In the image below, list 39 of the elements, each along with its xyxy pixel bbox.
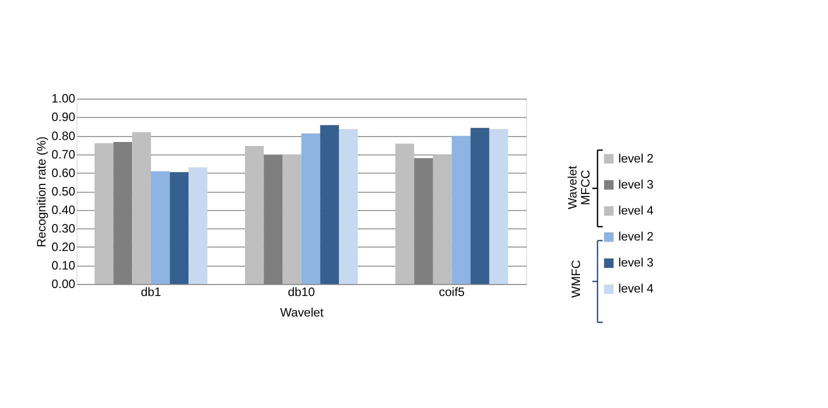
- bar: [452, 136, 471, 284]
- text: WMFC: [569, 260, 584, 298]
- y-tick-label: 0.30: [52, 221, 76, 236]
- y-tick-label: 0.80: [52, 128, 76, 143]
- y-tick-label: 0.10: [52, 258, 76, 272]
- y-tick-label: 0.60: [52, 166, 76, 180]
- bar: [188, 167, 208, 284]
- bar: [432, 154, 452, 284]
- y-tick-label: 0.00: [52, 276, 76, 291]
- legend-label: level 4: [618, 203, 654, 218]
- y-tick-label: 0.20: [52, 240, 76, 254]
- y-tick-label: 0.40: [52, 202, 76, 217]
- bar: [395, 144, 414, 284]
- legend-label: level 3: [618, 177, 654, 192]
- bar: [244, 146, 264, 284]
- legend-label: level 3: [618, 256, 654, 270]
- bar: [94, 143, 114, 284]
- x-tick-label: coif5: [438, 284, 465, 299]
- y-tick-label: 1.00: [52, 92, 76, 106]
- bar: [320, 125, 339, 284]
- bar: [338, 128, 358, 284]
- x-axis-title: Wavelet: [280, 306, 324, 320]
- legend-label: level 2: [618, 230, 654, 244]
- y-axis-title: Recognition rate (%): [34, 136, 48, 248]
- bar: [301, 133, 320, 284]
- y-tick-label: 0.50: [52, 184, 76, 198]
- legend-label: level 2: [618, 151, 654, 166]
- legend-label: level 4: [618, 282, 654, 296]
- bar: [170, 172, 189, 284]
- y-tick-label: 0.90: [52, 110, 76, 124]
- bar: [282, 154, 302, 284]
- x-tick-label: db1: [140, 284, 162, 299]
- x-tick-label: db10: [288, 284, 316, 299]
- bar: [150, 171, 170, 284]
- bar: [470, 128, 490, 284]
- text: Wavelet MFCC: [566, 165, 593, 210]
- y-tick-label: 0.70: [52, 147, 76, 162]
- bar: [132, 132, 151, 284]
- bar: [489, 128, 508, 284]
